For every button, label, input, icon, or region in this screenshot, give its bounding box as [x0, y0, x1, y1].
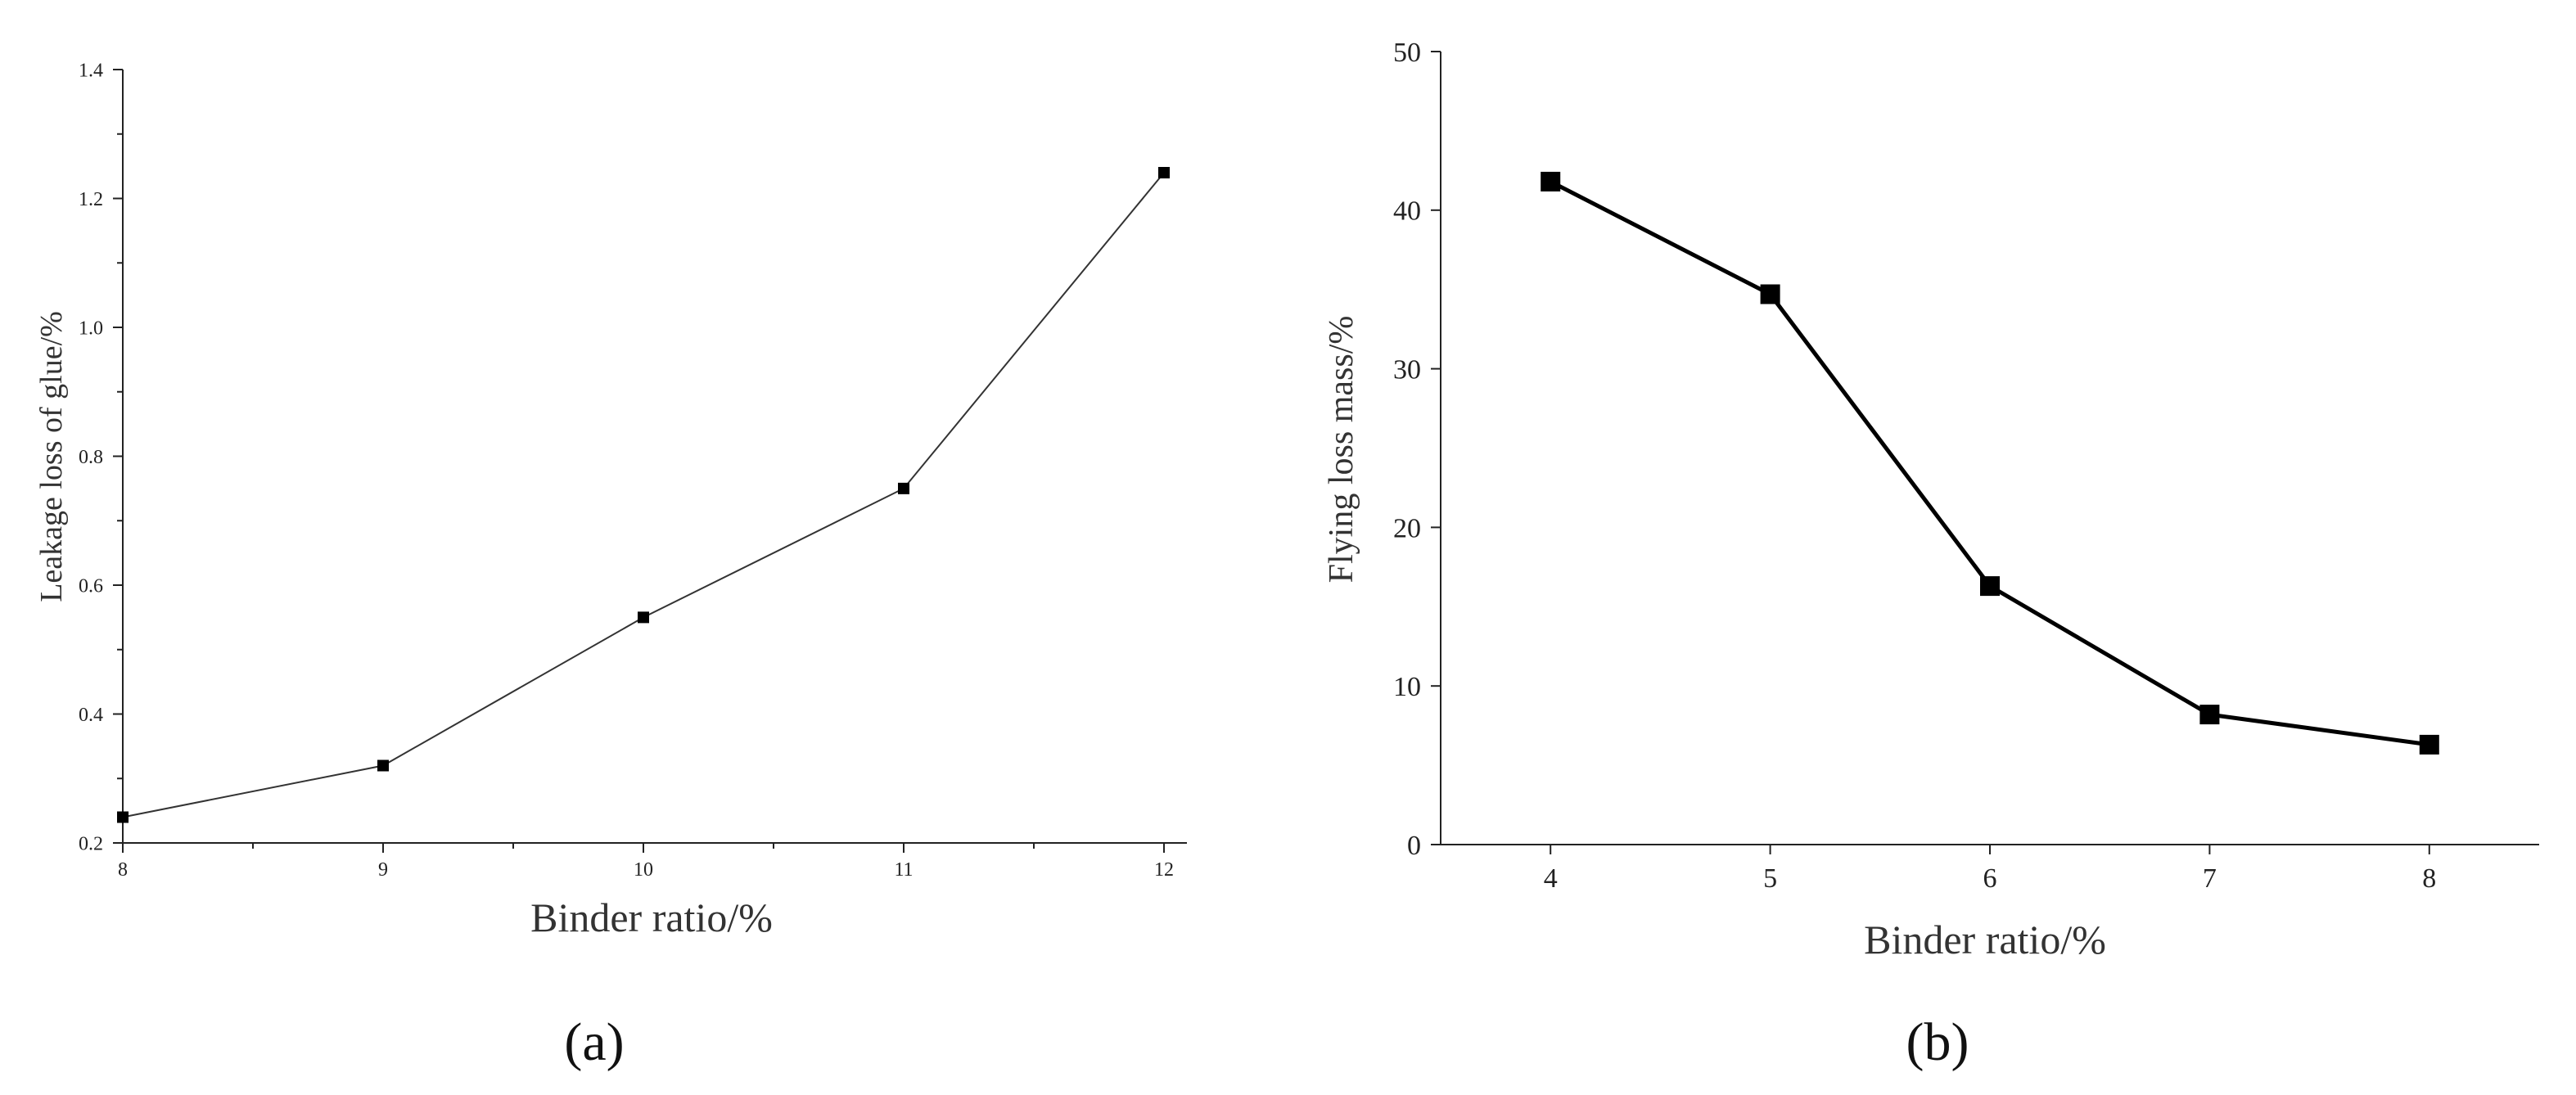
data-point — [377, 759, 389, 772]
y-tick-label: 0.8 — [79, 447, 103, 468]
x-tick-label: 9 — [378, 859, 388, 881]
y-tick-label: 30 — [1393, 355, 1421, 385]
x-tick-label: 8 — [118, 859, 128, 881]
series-line — [1550, 179, 2430, 747]
x-tick-label: 12 — [1154, 859, 1174, 881]
data-point — [1980, 576, 2000, 597]
y-tick-label: 40 — [1393, 196, 1421, 227]
x-tick-label: 4 — [1544, 863, 1558, 894]
x-tick-label: 6 — [1983, 863, 1997, 894]
y-tick-label: 0.2 — [79, 833, 103, 854]
series-line — [122, 172, 1165, 818]
y-tick-label: 50 — [1393, 38, 1421, 68]
x-tick-label: 8 — [2422, 863, 2436, 894]
x-tick-label: 11 — [894, 859, 913, 881]
panel-label: (a) — [564, 1012, 624, 1072]
y-tick-label: 20 — [1393, 513, 1421, 543]
y-axis-label: Leakage loss of glue/% — [34, 311, 69, 602]
y-tick-label: 10 — [1393, 672, 1421, 702]
chart-panel-b: 4 5 6 7 8 0 10 20 30 40 50 Binder ratio/% Flying los… — [1323, 38, 2539, 1072]
x-tick-label: 5 — [1763, 863, 1777, 894]
y-tick-label: 0 — [1407, 831, 1421, 861]
data-point — [2199, 705, 2220, 725]
y-tick-label: 0.4 — [79, 705, 103, 726]
y-tick-label: 0.6 — [79, 575, 103, 597]
panel-label: (b) — [1906, 1012, 1969, 1072]
data-point — [2419, 734, 2439, 755]
data-point — [898, 482, 909, 494]
y-axis-label: Flying loss mass/% — [1323, 316, 1360, 584]
data-point — [1158, 167, 1170, 178]
y-tick-label: 1.4 — [79, 60, 103, 81]
x-axis-label: Binder ratio/% — [1864, 917, 2106, 962]
x-tick-label: 7 — [2203, 863, 2217, 894]
data-point — [638, 611, 649, 624]
data-point — [117, 811, 129, 823]
data-point — [1760, 284, 1780, 304]
y-tick-label: 1.0 — [79, 318, 103, 339]
x-tick-label: 10 — [634, 859, 653, 881]
chart-panel-a: 8 9 10 11 12 0.2 0.4 0.6 0.8 1.0 1.2 1.4 Binder rati… — [34, 60, 1187, 1072]
x-axis-label: Binder ratio/% — [530, 894, 773, 940]
data-point — [1541, 171, 1561, 192]
y-tick-label: 1.2 — [79, 189, 103, 210]
